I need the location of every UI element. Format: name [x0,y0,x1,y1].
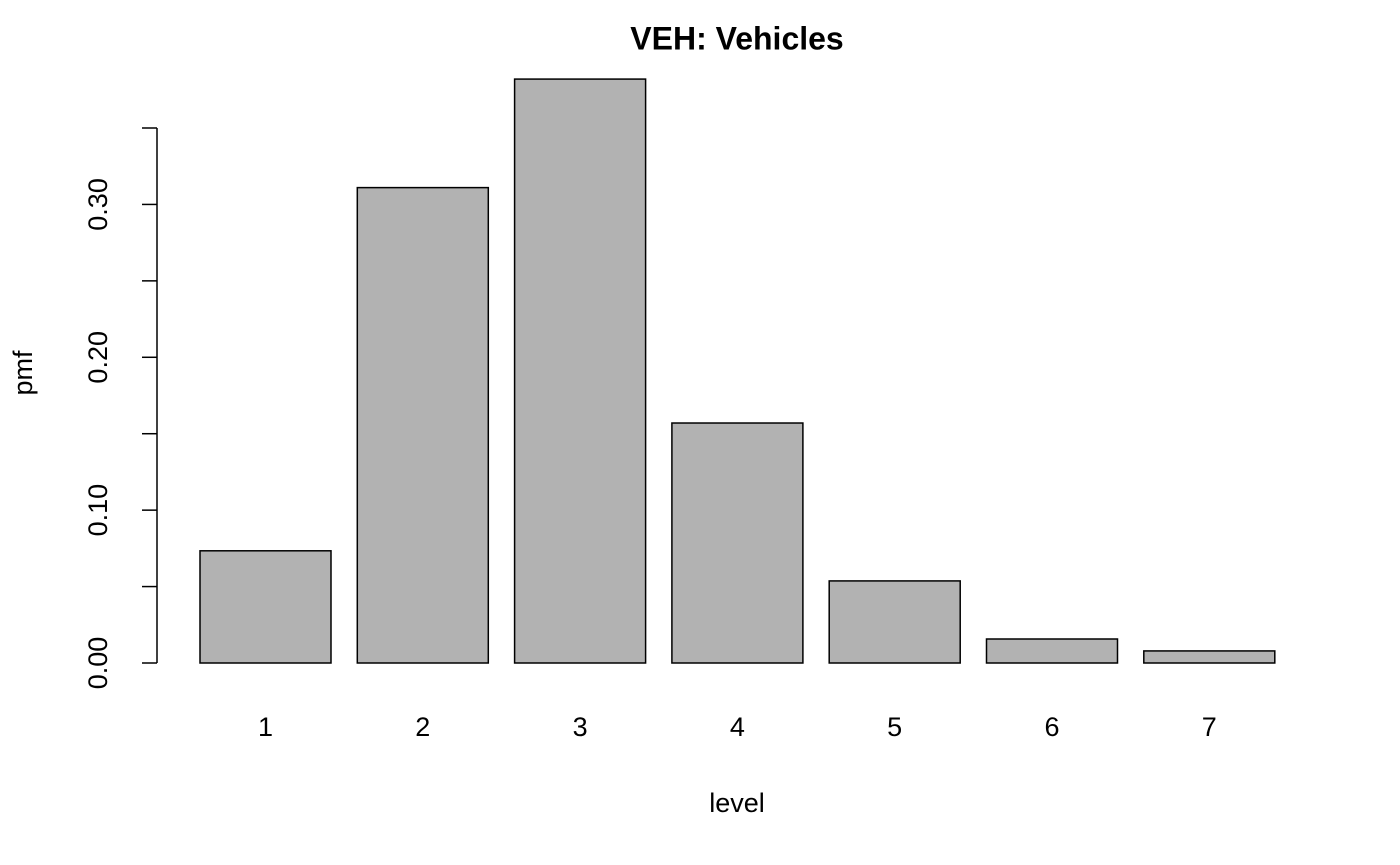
bar [1143,650,1276,664]
x-tick-label: 1 [258,712,273,742]
x-tick-label: 4 [730,712,745,742]
x-tick-label: 3 [573,712,588,742]
bar [199,550,332,664]
bar [671,422,804,664]
y-tick-label: 0.20 [83,331,113,384]
bar [828,580,961,664]
x-tick-label: 5 [887,712,902,742]
chart-title: VEH: Vehicles [630,20,843,56]
bar [356,186,490,664]
x-axis-label: level [709,788,765,818]
y-tick-label: 0.10 [83,484,113,537]
x-tick-label: 7 [1202,712,1217,742]
y-tick-label: 0.00 [83,637,113,690]
bar [513,78,647,664]
x-tick-label: 6 [1044,712,1059,742]
x-tick-label: 2 [415,712,430,742]
bar [985,638,1119,664]
y-axis-label: pmf [8,350,38,396]
y-tick-label: 0.30 [83,178,113,231]
